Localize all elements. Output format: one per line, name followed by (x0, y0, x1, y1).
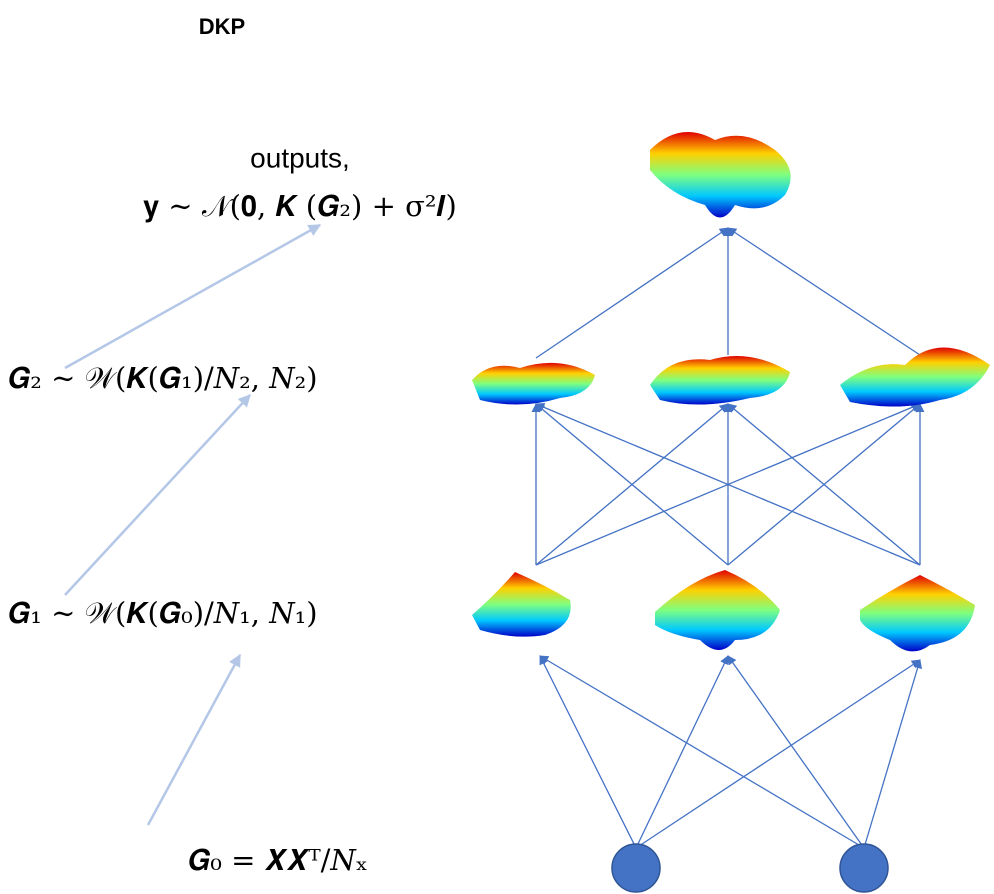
surfaces (472, 132, 990, 651)
output-formula: 𝐲 ∼ 𝒩(𝟎, 𝑲 (𝑮₂) + σ²𝑰) (143, 189, 457, 223)
outputs-label: outputs, (250, 142, 350, 173)
layer2-formula: 𝑮₂ ∼ 𝒲(𝑲(𝑮₁)/𝑁₂, 𝑁₂) (8, 361, 318, 395)
network-edges (536, 228, 920, 848)
layer1-formula: 𝑮₁ ∼ 𝒲(𝑲(𝑮₀)/𝑁₁, 𝑁₁) (8, 596, 318, 630)
input-nodes (612, 844, 888, 892)
diagram: DKP outputs, 𝐲 ∼ 𝒩(𝟎, 𝑲 (𝑮₂) + σ²𝑰) 𝑮₂ ∼… (0, 0, 994, 894)
title: DKP (199, 14, 245, 39)
input-formula: 𝑮₀ = 𝑿𝑿ᵀ/𝑁ₓ (188, 843, 368, 877)
left-arrows (65, 225, 320, 825)
